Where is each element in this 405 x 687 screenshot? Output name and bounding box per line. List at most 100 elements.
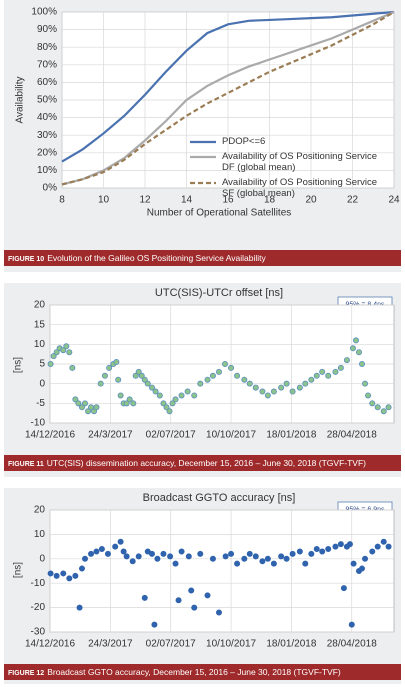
data-point: [270, 560, 277, 567]
data-point: [259, 558, 266, 565]
x-tick-label: 14/12/2016: [25, 639, 75, 650]
data-point: [156, 392, 163, 399]
data-point: [135, 553, 142, 560]
data-point: [278, 553, 285, 560]
y-tick-label: 0: [39, 378, 45, 389]
y-tick-label: -10: [31, 418, 46, 429]
data-point: [343, 357, 350, 364]
data-point: [325, 372, 332, 379]
data-point: [97, 380, 104, 387]
data-point: [362, 555, 369, 562]
data-point: [209, 372, 216, 379]
data-point: [152, 388, 159, 395]
data-point: [283, 555, 290, 562]
y-axis-title: Availability: [15, 76, 26, 123]
data-point: [264, 555, 271, 562]
data-point: [197, 550, 204, 557]
data-point: [289, 550, 296, 557]
data-point: [369, 400, 376, 407]
x-tick-label: 28/04/2018: [327, 639, 377, 650]
chart: UTC(SIS)-UTCr offset [ns] [ns] 95% = 8.4…: [13, 287, 395, 441]
x-tick-label: 18: [264, 195, 276, 206]
y-tick-label: -30: [31, 627, 46, 638]
x-tick-label: 02/07/2017: [146, 430, 196, 441]
data-point: [63, 343, 70, 350]
legend-label: PDOP<=6: [222, 136, 266, 147]
data-point: [222, 361, 229, 368]
data-point: [228, 550, 235, 557]
data-point: [130, 400, 137, 407]
data-point: [78, 565, 85, 572]
y-tick-label: 70%: [37, 59, 57, 70]
data-point: [337, 541, 344, 548]
legend-entry: PDOP<=6: [190, 136, 390, 147]
x-tick-label: 12: [139, 195, 151, 206]
data-point: [163, 404, 170, 411]
data-point: [148, 550, 155, 557]
data-point: [104, 550, 111, 557]
data-point: [53, 572, 60, 579]
data-point: [160, 550, 167, 557]
chart-title: Broadcast GGTO accuracy [ns]: [143, 492, 296, 504]
data-point: [241, 376, 248, 383]
chart: Broadcast GGTO accuracy [ns] [ns] 95% = …: [13, 492, 395, 650]
data-point: [346, 541, 353, 548]
data-point: [308, 550, 315, 557]
data-point: [82, 555, 89, 562]
y-tick-label: 100%: [31, 7, 57, 18]
data-point: [252, 384, 259, 391]
data-point: [50, 353, 57, 360]
data-point: [69, 364, 76, 371]
caption-text: UTC(SIS) dissemination accuracy, Decembe…: [46, 458, 366, 468]
data-point: [60, 347, 67, 354]
data-point: [138, 372, 145, 379]
data-point: [178, 392, 185, 399]
data-point: [172, 560, 179, 567]
data-point: [332, 543, 339, 550]
data-point: [340, 585, 347, 592]
data-point: [113, 359, 120, 366]
y-tick-label: 10: [34, 339, 46, 350]
data-point: [278, 384, 285, 391]
data-point: [66, 349, 73, 356]
y-tick-label: 20: [34, 300, 46, 311]
x-tick-label: 10/10/2017: [206, 430, 256, 441]
data-point: [126, 396, 133, 403]
data-point: [120, 548, 127, 555]
data-point: [385, 404, 392, 411]
series-line: [61, 10, 395, 163]
y-axis-title: [ns]: [13, 562, 24, 578]
data-point: [313, 372, 320, 379]
data-point: [246, 550, 253, 557]
data-point: [296, 384, 303, 391]
data-point: [369, 548, 376, 555]
data-point: [197, 380, 204, 387]
data-point: [325, 546, 332, 553]
y-tick-label: 30%: [37, 130, 57, 141]
data-point: [98, 546, 105, 553]
y-tick-label: 0%: [43, 183, 58, 194]
data-point: [60, 570, 67, 577]
x-tick-label: 14: [181, 195, 193, 206]
chart: Number of Operational Satellites Availab…: [15, 7, 400, 219]
x-tick-label: 10/10/2017: [206, 639, 256, 650]
y-tick-label: -10: [31, 578, 46, 589]
data-point: [106, 364, 113, 371]
data-point: [355, 349, 362, 356]
data-point: [289, 388, 296, 395]
chart-title: UTC(SIS)-UTCr offset [ns]: [155, 287, 283, 299]
x-tick-label: 24: [388, 195, 400, 206]
x-tick-label: 20: [305, 195, 317, 206]
data-point: [359, 361, 366, 368]
legend-label: Availability of OS Positioning Service S…: [222, 177, 378, 199]
x-tick-label: 10: [98, 195, 110, 206]
data-point: [88, 550, 95, 557]
data-point: [82, 400, 89, 407]
y-tick-label: 60%: [37, 77, 57, 88]
data-point: [117, 538, 124, 545]
x-axis-title: Number of Operational Satellites: [147, 208, 292, 219]
data-point: [85, 408, 92, 415]
x-tick-label: 16: [222, 195, 234, 206]
data-point: [78, 404, 85, 411]
y-tick-label: 80%: [37, 42, 57, 53]
